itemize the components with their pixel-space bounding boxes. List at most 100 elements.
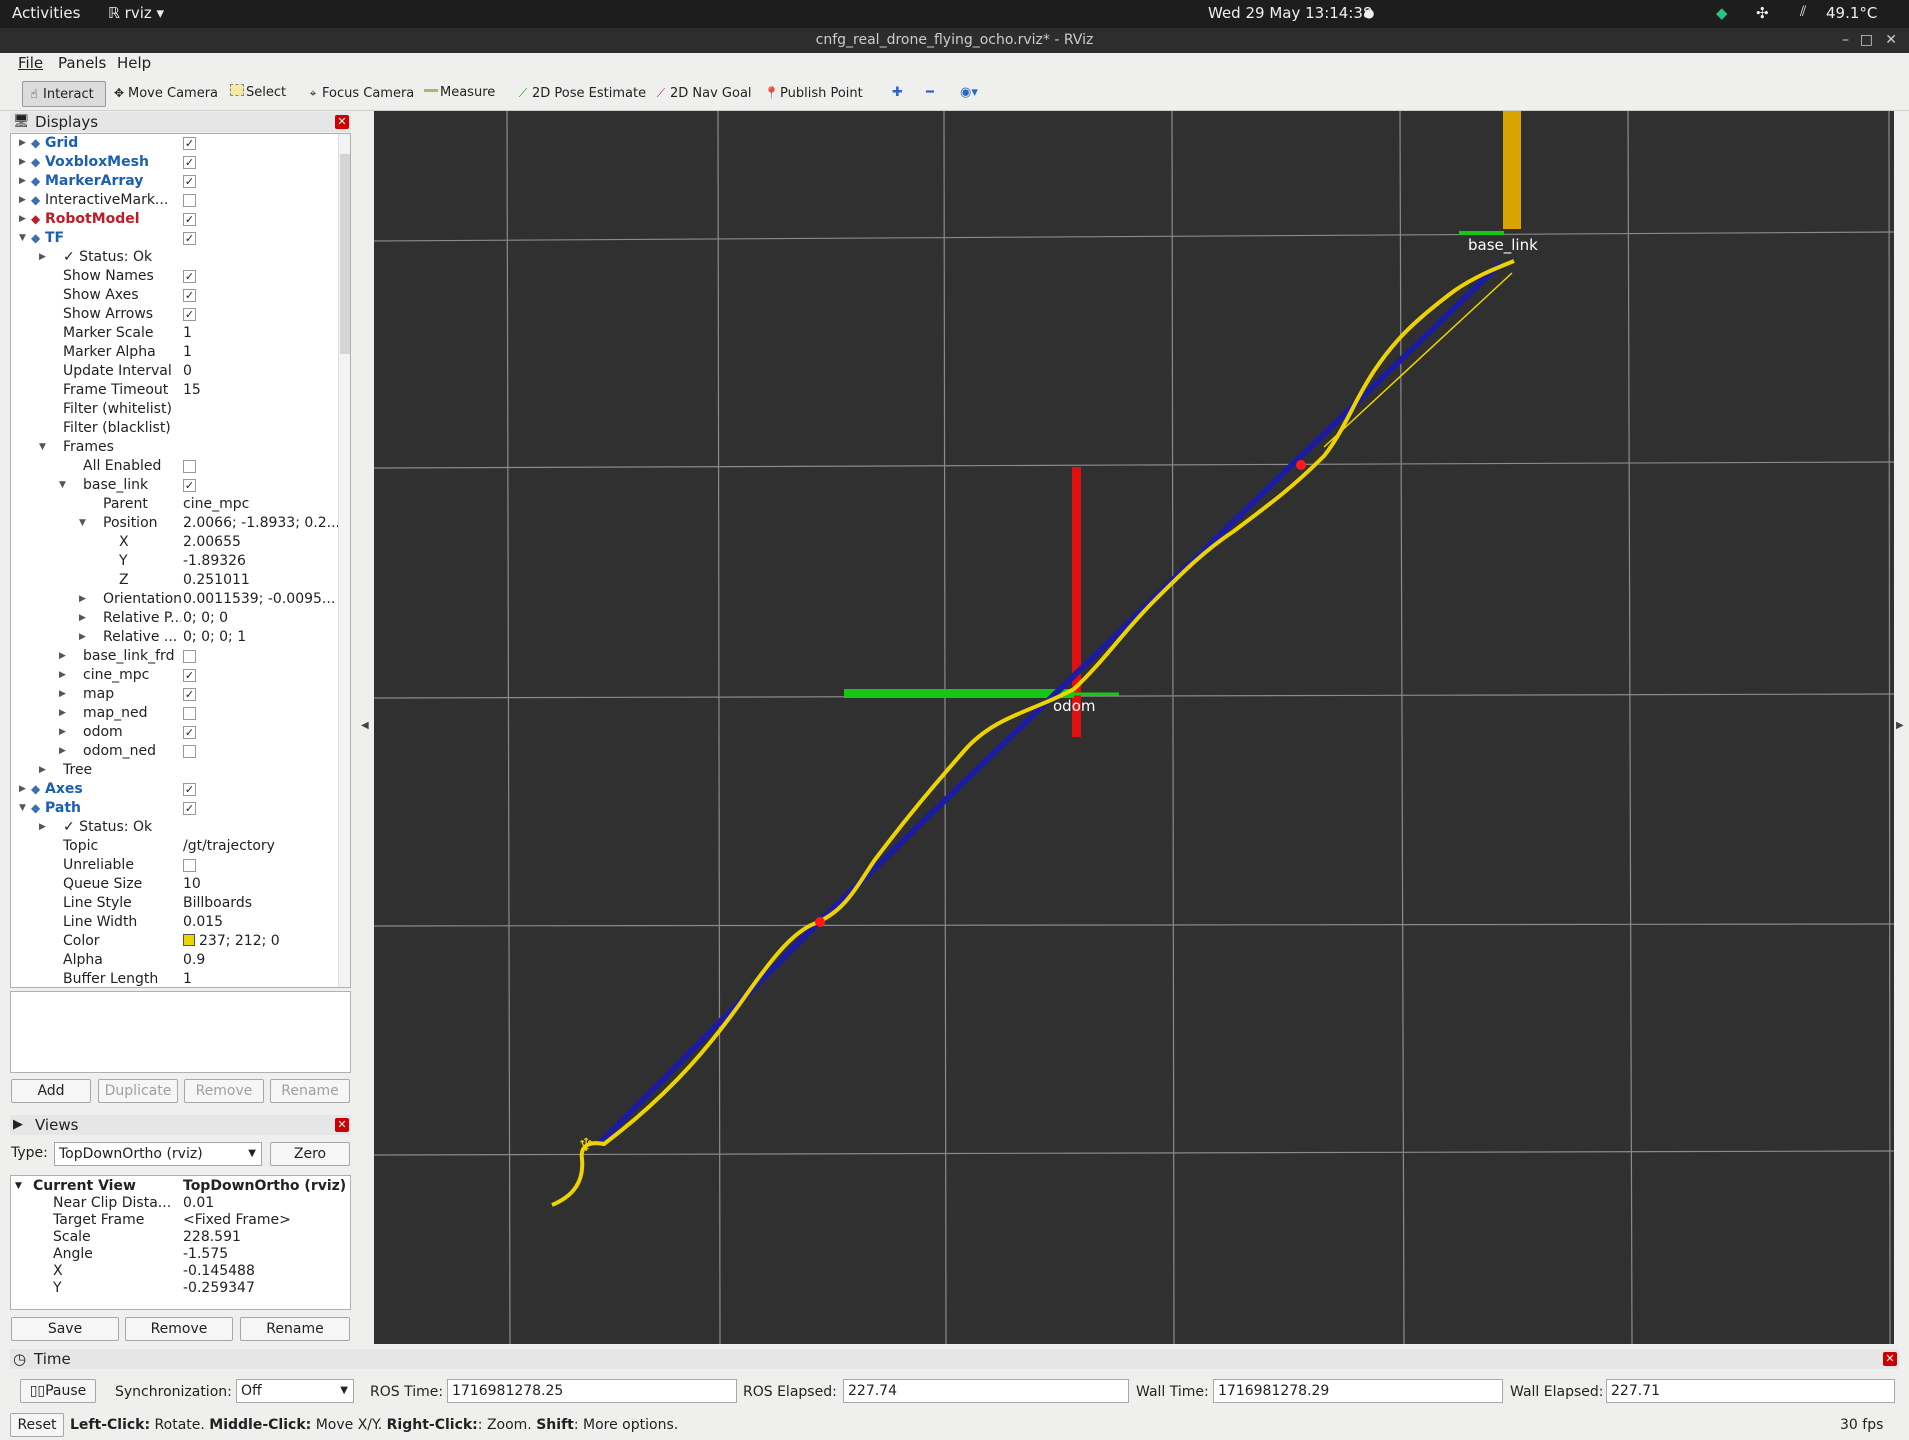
ros-elapsed-field[interactable]: 227.74 <box>843 1379 1129 1403</box>
enable-checkbox[interactable]: ✓ <box>183 688 196 701</box>
display-row[interactable]: Show Arrows ✓ <box>11 305 341 324</box>
close-icon[interactable]: ✕ <box>1883 1352 1897 1366</box>
display-row[interactable]: ▶ map_ned <box>11 704 341 723</box>
expand-right-icon[interactable]: ▶ <box>79 632 86 642</box>
expand-right-icon[interactable]: ▶ <box>59 746 66 756</box>
view-property-row[interactable]: X -0.145488 <box>11 1263 350 1280</box>
tool-2d-nav-goal[interactable]: ⟋ 2D Nav Goal <box>650 81 756 107</box>
display-row-value[interactable]: 2.0066; -1.8933; 0.2... <box>183 515 340 531</box>
value-cell[interactable]: 2.00655 <box>183 533 341 552</box>
enable-checkbox[interactable]: ✓ <box>183 669 196 682</box>
display-row[interactable]: Show Names ✓ <box>11 267 341 286</box>
enable-checkbox[interactable]: ✓ <box>183 479 196 492</box>
expand-right-icon[interactable]: ▶ <box>59 651 66 661</box>
scrollbar-thumb[interactable] <box>340 154 350 354</box>
display-row-value[interactable]: /gt/trajectory <box>183 838 275 854</box>
tray-app-icon[interactable]: ◆ <box>1716 4 1728 22</box>
display-row-value[interactable]: 0; 0; 0 <box>183 610 229 626</box>
display-row-value[interactable]: 0; 0; 0; 1 <box>183 629 247 645</box>
value-cell[interactable]: 2.0066; -1.8933; 0.2... <box>183 514 341 533</box>
display-row-value[interactable]: 0.015 <box>183 914 224 930</box>
clock[interactable]: Wed 29 May 13:14:38 <box>1208 4 1373 22</box>
collapse-right-icon[interactable]: ▶ <box>1896 720 1904 731</box>
display-row[interactable]: Color 237; 212; 0 <box>11 932 341 951</box>
display-row[interactable]: ▼ ◆ TF ✓ <box>11 229 341 248</box>
display-row-value[interactable]: Billboards <box>183 895 252 911</box>
temperature-readout[interactable]: 49.1°C <box>1826 4 1878 22</box>
display-row-value[interactable]: 237; 212; 0 <box>199 933 280 949</box>
menu-help[interactable]: Help <box>117 54 152 72</box>
close-icon[interactable]: ✕ <box>335 1118 349 1132</box>
display-row[interactable]: ▶ Relative P... 0; 0; 0 <box>11 609 341 628</box>
display-row[interactable]: All Enabled <box>11 457 341 476</box>
display-row[interactable]: Unreliable <box>11 856 341 875</box>
display-row[interactable]: ▶ ◆ VoxbloxMesh ✓ <box>11 153 341 172</box>
wall-elapsed-field[interactable]: 227.71 <box>1606 1379 1895 1403</box>
display-row[interactable]: ▼ Frames <box>11 438 341 457</box>
enable-checkbox[interactable] <box>183 194 196 207</box>
view-property-row[interactable]: Y -0.259347 <box>11 1280 350 1297</box>
display-row[interactable]: X 2.00655 <box>11 533 341 552</box>
rename-display-button[interactable]: Rename <box>270 1079 350 1103</box>
display-row[interactable]: ▼ Position 2.0066; -1.8933; 0.2... <box>11 514 341 533</box>
value-cell[interactable]: 237; 212; 0 <box>183 932 341 951</box>
display-row[interactable]: ▶ odom_ned <box>11 742 341 761</box>
expand-right-icon[interactable]: ▶ <box>59 727 66 737</box>
enable-checkbox[interactable]: ✓ <box>183 232 196 245</box>
display-row[interactable]: ▶ ◆ Grid ✓ <box>11 134 341 153</box>
value-cell[interactable]: /gt/trajectory <box>183 837 341 856</box>
display-row[interactable]: Y -1.89326 <box>11 552 341 571</box>
enable-checkbox[interactable] <box>183 859 196 872</box>
value-cell[interactable]: 1 <box>183 343 341 362</box>
display-row[interactable]: ▶ ✓ Status: Ok <box>11 818 341 837</box>
display-row[interactable]: Line Width 0.015 <box>11 913 341 932</box>
value-cell[interactable]: 10 <box>183 875 341 894</box>
menu-panels[interactable]: Panels <box>58 54 107 72</box>
view-property-row[interactable]: Angle -1.575 <box>11 1246 350 1263</box>
display-row-value[interactable]: cine_mpc <box>183 496 250 512</box>
display-row[interactable]: ▶ ◆ InteractiveMark... <box>11 191 341 210</box>
tool-measure[interactable]: Measure <box>420 81 499 107</box>
add-tool-icon[interactable]: ✚ <box>892 85 903 100</box>
view-property-row[interactable]: Near Clip Dista... 0.01 <box>11 1195 350 1212</box>
expand-down-icon[interactable]: ▼ <box>19 803 26 813</box>
display-row[interactable]: ▶ odom ✓ <box>11 723 341 742</box>
view-property-value[interactable]: -0.145488 <box>183 1263 255 1279</box>
expand-right-icon[interactable]: ▶ <box>39 252 46 262</box>
value-cell[interactable]: 0; 0; 0 <box>183 609 341 628</box>
display-row-value[interactable]: 1 <box>183 325 192 341</box>
enable-checkbox[interactable] <box>183 460 196 473</box>
display-row-value[interactable]: 1 <box>183 344 192 360</box>
display-row[interactable]: ▶ Orientation 0.0011539; -0.0095... <box>11 590 341 609</box>
value-cell[interactable]: -1.89326 <box>183 552 341 571</box>
view-property-value[interactable]: 228.591 <box>183 1229 241 1245</box>
expand-down-icon[interactable]: ▼ <box>79 518 86 528</box>
displays-scrollbar[interactable] <box>338 134 350 987</box>
display-row[interactable]: ▶ Relative ... 0; 0; 0; 1 <box>11 628 341 647</box>
enable-checkbox[interactable]: ✓ <box>183 156 196 169</box>
expand-down-icon[interactable]: ▼ <box>59 480 66 490</box>
display-row[interactable]: Queue Size 10 <box>11 875 341 894</box>
expand-right-icon[interactable]: ▶ <box>39 822 46 832</box>
views-tree[interactable]: ▼ Current View TopDownOrtho (rviz) Near … <box>10 1175 351 1310</box>
app-menu[interactable]: ℝ rviz ▾ <box>108 4 165 22</box>
display-row-value[interactable]: 2.00655 <box>183 534 241 550</box>
expand-right-icon[interactable]: ▶ <box>59 670 66 680</box>
maximize-icon[interactable]: □ <box>1859 32 1873 48</box>
value-cell[interactable]: 0 <box>183 362 341 381</box>
display-row[interactable]: ▼ base_link ✓ <box>11 476 341 495</box>
current-view-row[interactable]: ▼ Current View TopDownOrtho (rviz) <box>15 1178 347 1194</box>
enable-checkbox[interactable]: ✓ <box>183 783 196 796</box>
menu-file[interactable]: File <box>18 54 44 72</box>
enable-checkbox[interactable]: ✓ <box>183 137 196 150</box>
value-cell[interactable]: 0; 0; 0; 1 <box>183 628 341 647</box>
display-row[interactable]: Filter (blacklist) <box>11 419 341 438</box>
duplicate-display-button[interactable]: Duplicate <box>98 1079 178 1103</box>
expand-right-icon[interactable]: ▶ <box>79 613 86 623</box>
enable-checkbox[interactable] <box>183 707 196 720</box>
enable-checkbox[interactable] <box>183 745 196 758</box>
display-row[interactable]: ▶ ◆ RobotModel ✓ <box>11 210 341 229</box>
expand-right-icon[interactable]: ▶ <box>59 689 66 699</box>
expand-right-icon[interactable]: ▶ <box>79 594 86 604</box>
expand-right-icon[interactable]: ▶ <box>19 214 26 224</box>
